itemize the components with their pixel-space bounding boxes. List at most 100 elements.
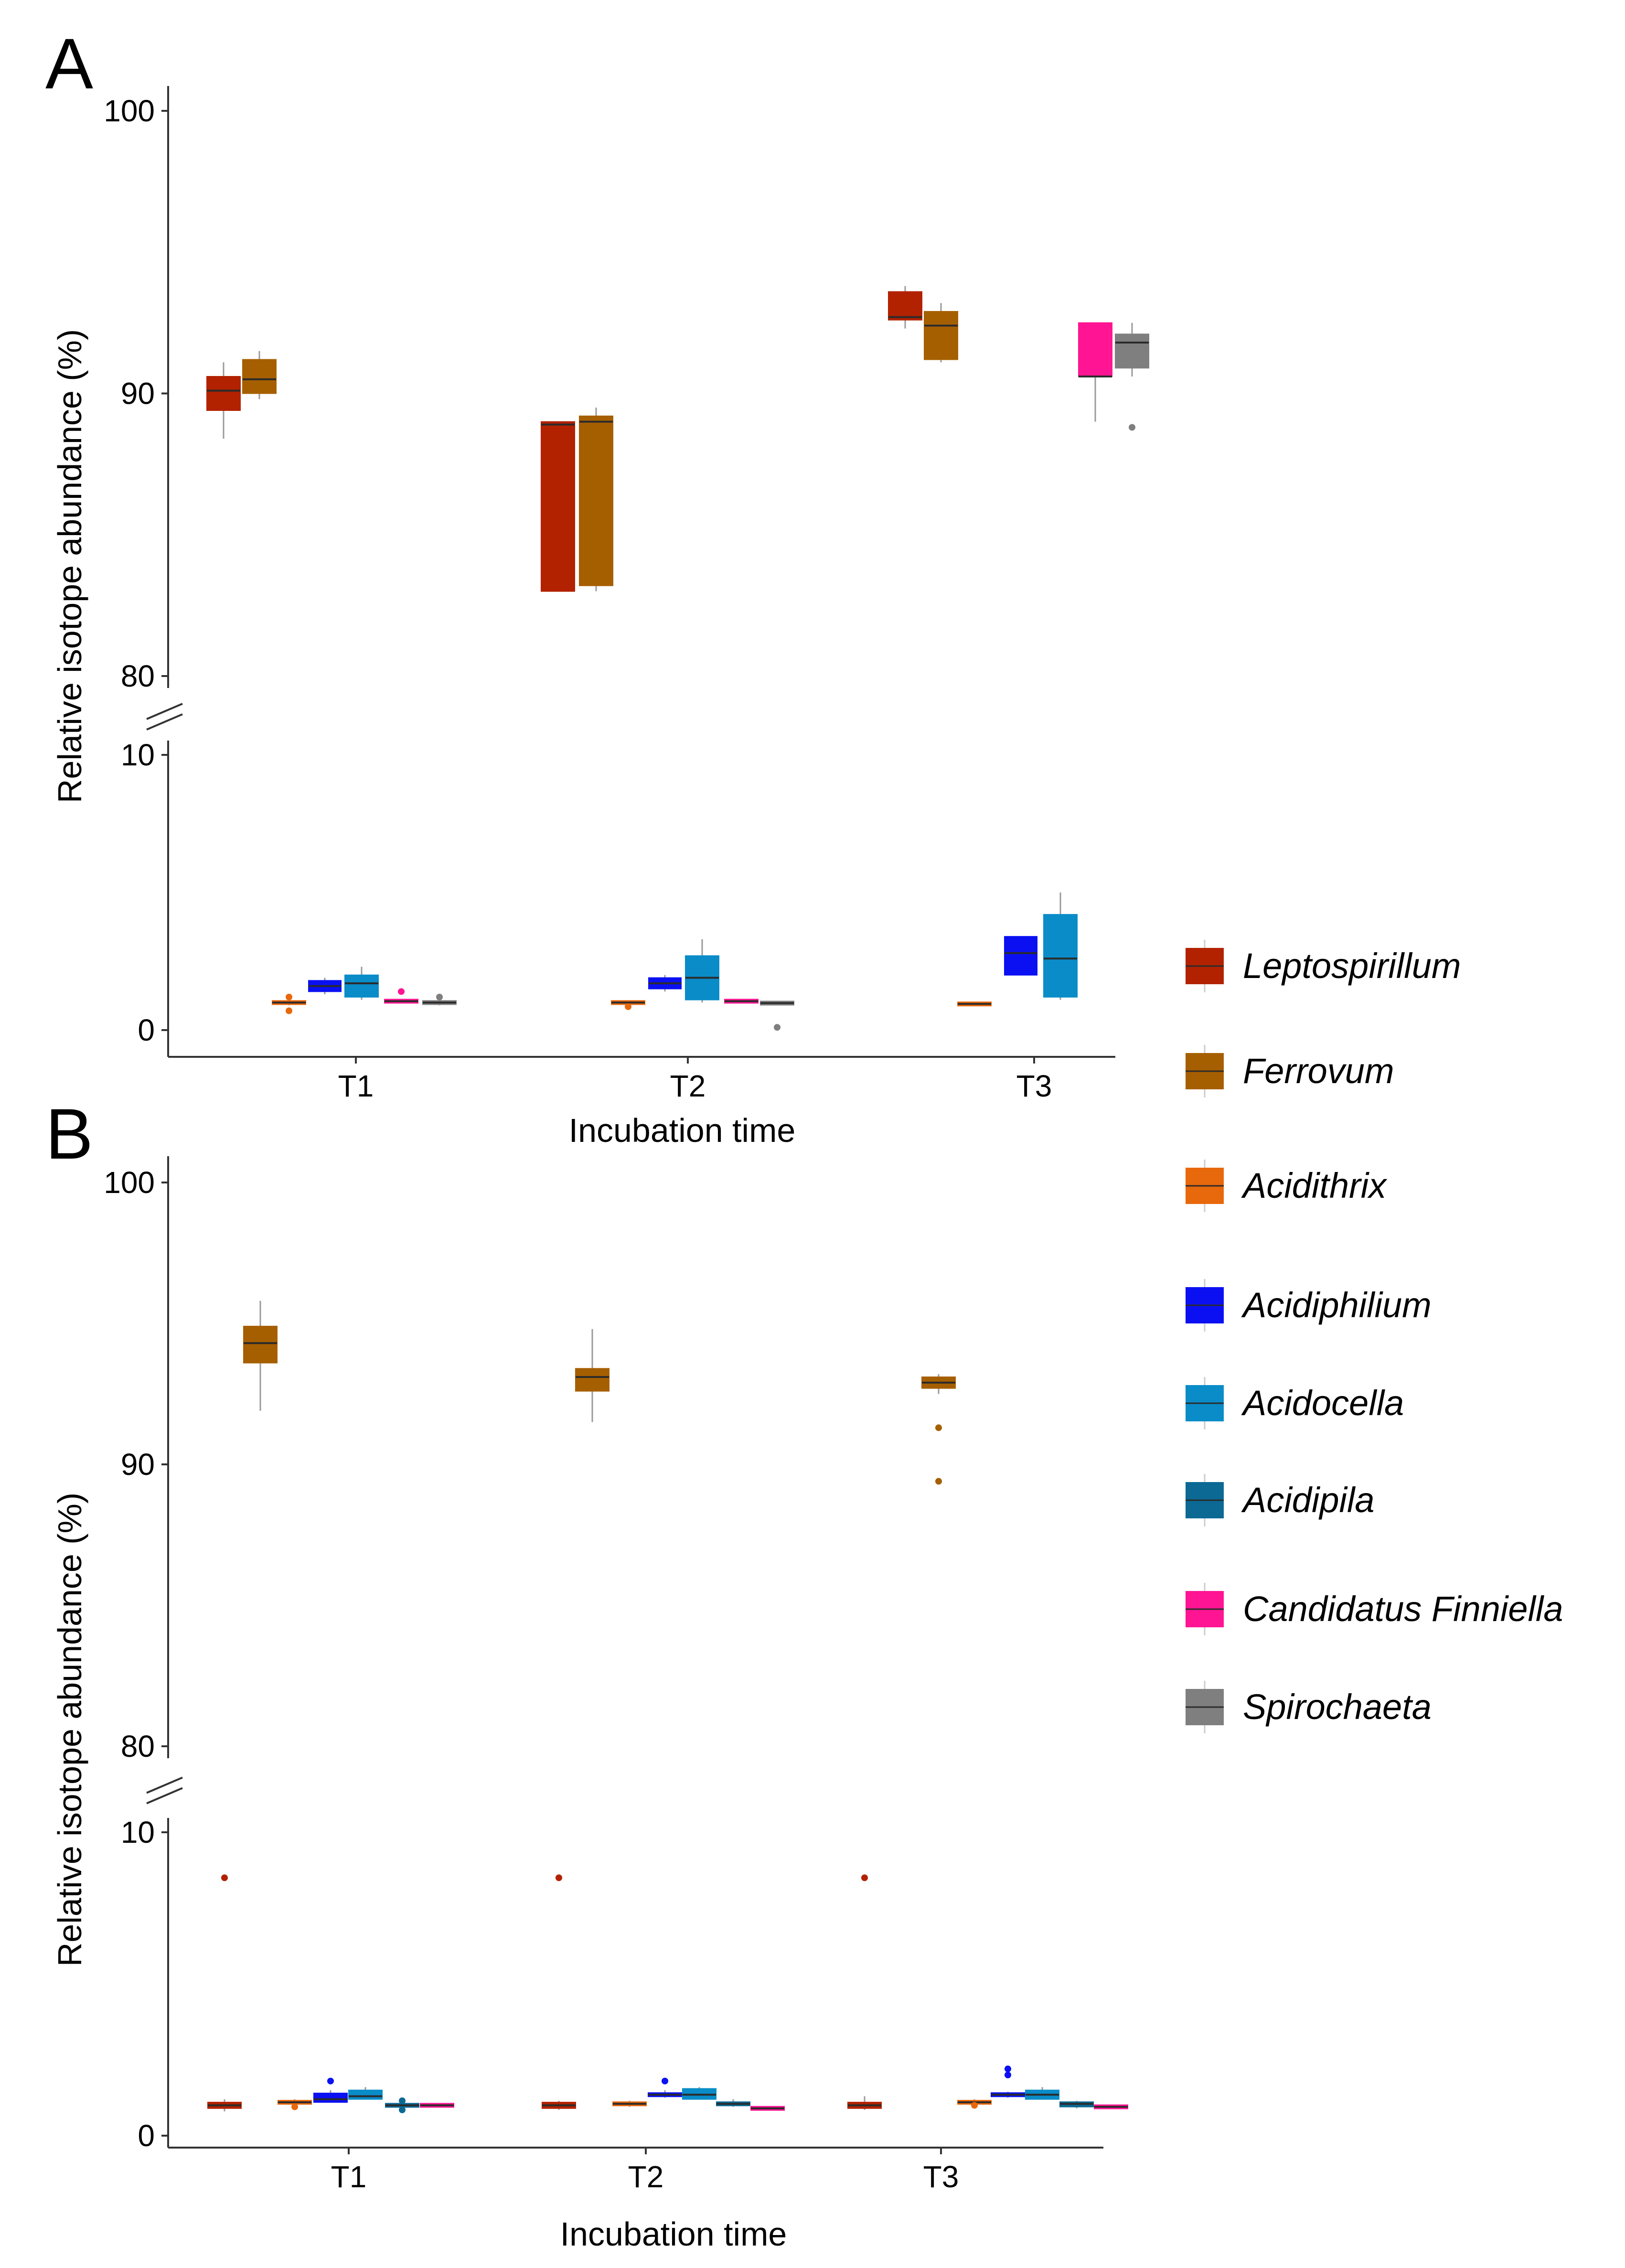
box-acidipila-t3	[1059, 2100, 1094, 2108]
outlier-point	[1005, 2065, 1011, 2073]
panel-a-boxes	[206, 286, 1149, 1031]
box-acidipila-t2	[716, 2099, 750, 2107]
box-leptospirillum-t1	[207, 1874, 242, 2112]
outlier-point	[1129, 424, 1135, 431]
outlier-point	[398, 988, 405, 995]
legend-label: Acidocella	[1241, 1383, 1404, 1423]
box-candidatus-finniella-t2	[724, 999, 759, 1004]
box-body	[243, 1325, 278, 1364]
box-acidiphilium-t3	[1004, 936, 1037, 976]
panel-a-axes: 80 90 100 0 10 T1 T2 T3	[104, 86, 1115, 1103]
box-ferrovum-t1	[242, 351, 277, 399]
box-body	[1115, 333, 1149, 369]
box-ferrovum-t3	[924, 303, 958, 363]
outlier-point	[221, 1874, 228, 1881]
y-tick-label: 90	[121, 376, 155, 411]
legend-item-acidiphilium: Acidiphilium	[1186, 1279, 1432, 1332]
axis-break-mark	[146, 1776, 183, 1794]
box-acidiphilium-t1	[313, 2077, 348, 2103]
box-ferrovum-t1	[243, 1301, 278, 1411]
box-candidatus-finniella-t2	[750, 2106, 785, 2111]
box-body	[575, 1368, 609, 1392]
box-body	[313, 2093, 348, 2103]
box-acidithrix-t2	[612, 2100, 647, 2107]
box-candidatus-finniella-t1	[384, 988, 418, 1004]
outlier-point	[935, 1424, 942, 1431]
panel-b-y-axis-title: Relative isotope abundance (%)	[51, 1493, 88, 1967]
box-acidithrix-t1	[272, 993, 306, 1014]
panel-a-x-axis-title: Incubation time	[569, 1112, 796, 1149]
box-leptospirillum-t3	[847, 1874, 882, 2110]
box-body	[348, 2089, 383, 2100]
outlier-point	[399, 2097, 406, 2104]
box-acidithrix-t3	[957, 2099, 992, 2109]
outlier-point	[861, 1874, 868, 1881]
legend-label: Spirochaeta	[1243, 1687, 1432, 1727]
panel-b: B 80 90 100 0 10 T1 T2 T3 Relative isotope abun…	[45, 1094, 1128, 2253]
box-leptospirillum-t2	[541, 421, 575, 592]
outlier-point	[971, 2102, 978, 2109]
y-tick-label: 0	[138, 2118, 155, 2153]
x-tick-label: T3	[923, 2160, 959, 2194]
x-tick-label: T2	[670, 1069, 706, 1103]
legend-item-ferrovum: Ferrovum	[1186, 1045, 1394, 1097]
x-tick-label: T2	[628, 2160, 664, 2194]
legend-item-acidithrix: Acidithrix	[1186, 1160, 1388, 1212]
box-acidithrix-t1	[278, 2099, 312, 2110]
legend-label: Ferrovum	[1243, 1051, 1394, 1091]
panel-b-boxes	[207, 1301, 1128, 2114]
box-acidithrix-t2	[611, 1000, 645, 1010]
box-spirochaeta-t1	[422, 993, 457, 1006]
box-acidiphilium-t3	[991, 2065, 1025, 2098]
y-tick-label: 10	[121, 1815, 155, 1849]
box-leptospirillum-t1	[206, 362, 241, 439]
box-candidatus-finniella-t3	[1094, 2104, 1128, 2109]
box-ferrovum-t2	[579, 408, 613, 591]
legend-item-spirochaeta: Spirochaeta	[1186, 1681, 1432, 1733]
box-spirochaeta-t2	[760, 1000, 794, 1031]
y-tick-label: 80	[121, 659, 155, 693]
box-leptospirillum-t2	[542, 1874, 576, 2110]
panel-b-axes: 80 90 100 0 10 T1 T2 T3	[104, 1156, 1103, 2194]
y-tick-label: 0	[138, 1013, 155, 1047]
box-body	[541, 421, 575, 592]
legend-item-candidatus-finniella: Candidatus Finniella	[1186, 1583, 1563, 1635]
box-candidatus-finniella-t3	[1078, 322, 1112, 422]
outlier-point	[286, 1007, 292, 1014]
box-body	[888, 291, 922, 321]
x-tick-label: T1	[338, 1069, 374, 1103]
outlier-point	[625, 1003, 631, 1010]
y-tick-label: 80	[121, 1729, 155, 1763]
box-leptospirillum-t3	[888, 286, 922, 329]
y-tick-label: 100	[104, 1165, 155, 1200]
axis-break-mark	[146, 703, 183, 720]
box-body	[924, 311, 958, 360]
outlier-point	[774, 1024, 780, 1031]
outlier-point	[327, 2077, 334, 2085]
box-body	[1078, 322, 1112, 377]
axis-break-mark	[146, 713, 183, 731]
y-tick-label: 90	[121, 1447, 155, 1482]
box-body	[1004, 936, 1037, 976]
box-acidiphilium-t2	[648, 975, 682, 992]
box-acidocella-t1	[344, 967, 379, 1000]
outlier-point	[399, 2107, 406, 2114]
legend-item-acidipila: Acidipila	[1186, 1474, 1375, 1526]
box-acidiphilium-t1	[308, 978, 342, 995]
legend-label: Acidipila	[1241, 1480, 1375, 1520]
box-acidocella-t2	[685, 939, 719, 1003]
box-body	[1043, 914, 1078, 998]
outlier-point	[662, 2077, 668, 2085]
panel-b-letter: B	[45, 1094, 93, 1174]
box-ferrovum-t3	[921, 1374, 956, 1485]
box-acidocella-t3	[1043, 892, 1078, 1000]
legend-item-acidocella: Acidocella	[1186, 1377, 1404, 1430]
axis-break-mark	[146, 1787, 183, 1805]
box-acidocella-t1	[348, 2087, 383, 2100]
outlier-point	[436, 993, 443, 1000]
panel-a: A 80 90 100 0 10 T1 T2 T3 Relative isotope abun…	[45, 23, 1149, 1149]
box-candidatus-finniella-t1	[420, 2103, 454, 2108]
box-acidiphilium-t2	[648, 2077, 682, 2098]
y-tick-label: 100	[104, 94, 155, 128]
